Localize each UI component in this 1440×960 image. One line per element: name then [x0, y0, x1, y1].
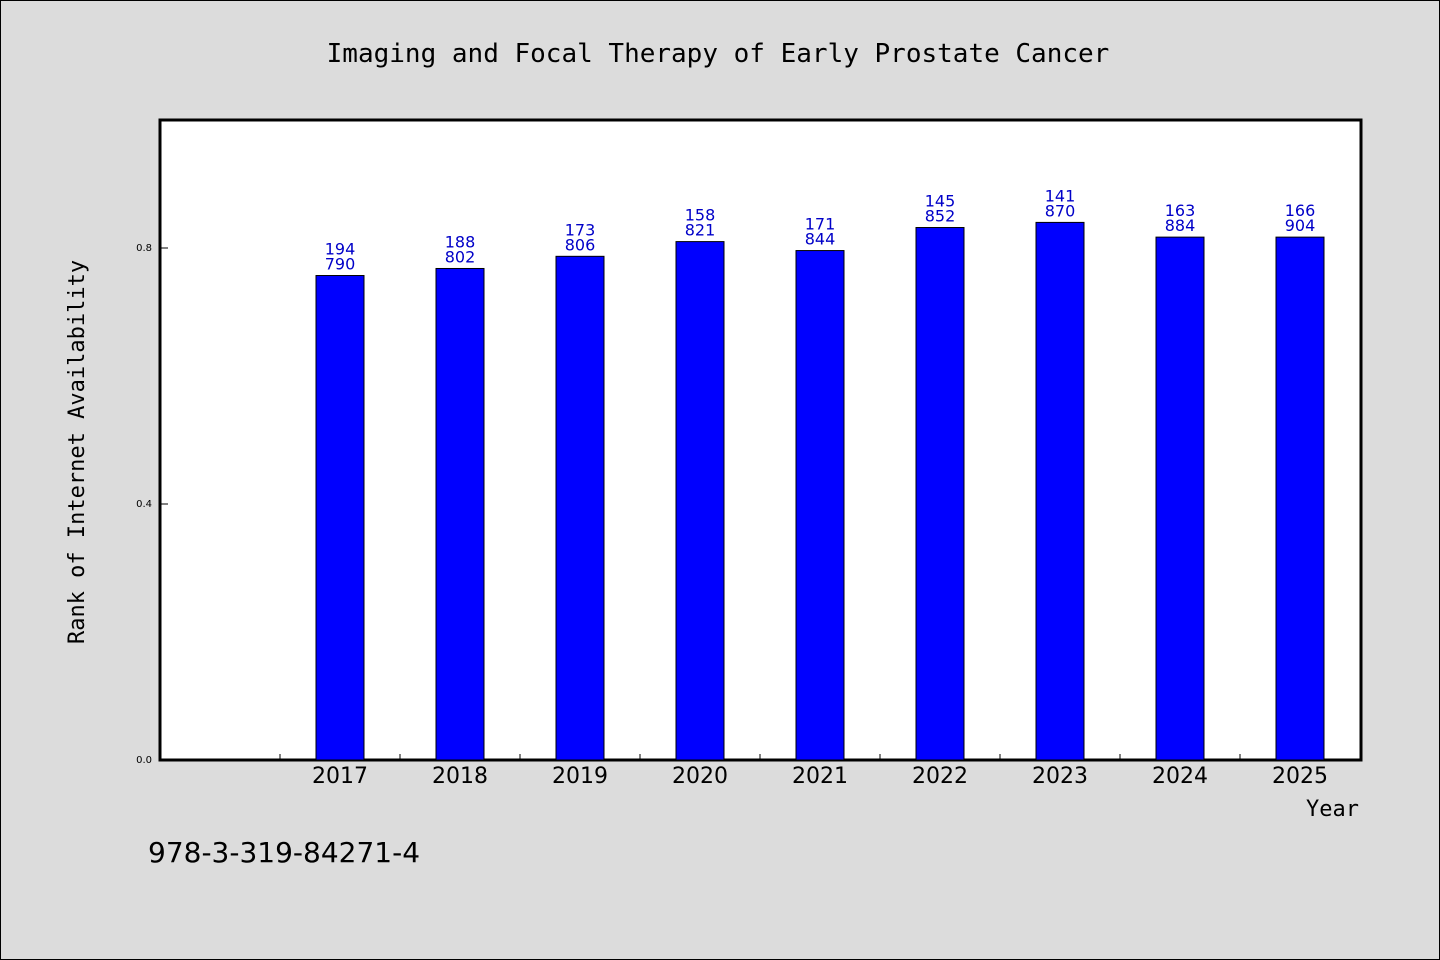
- data-label-top: 163: [1165, 201, 1196, 220]
- bar-2017: [315, 275, 365, 761]
- y-axis-ticks: 0.0 0.4 0.8: [136, 243, 168, 766]
- y-tick-label: 0.0: [136, 755, 152, 766]
- data-label-top: 188: [445, 232, 476, 251]
- data-label-bottom: 821: [685, 221, 716, 240]
- x-tick-label: 2020: [672, 764, 728, 789]
- data-label-top: 158: [685, 206, 716, 225]
- data-label-top: 171: [805, 215, 836, 234]
- bar-2025: [1275, 236, 1325, 761]
- x-tick-label: 2022: [912, 764, 968, 789]
- x-axis-ticks: 2017 2018 2019 2020 2021 2022 2023 2024 2025: [279, 754, 1328, 789]
- bar-2020: [675, 241, 725, 761]
- bar-2018: [435, 267, 485, 761]
- data-label-bottom: 802: [445, 247, 476, 266]
- data-label-bottom: 852: [925, 207, 956, 226]
- x-tick-label: 2018: [432, 764, 488, 789]
- data-label-bottom: 844: [805, 230, 836, 249]
- x-tick-label: 2025: [1272, 764, 1328, 789]
- bar-2021: [795, 250, 845, 761]
- data-label-top: 141: [1045, 186, 1076, 205]
- data-label-top: 145: [925, 192, 956, 211]
- bar-2023: [1035, 221, 1085, 761]
- data-label-bottom: 884: [1165, 216, 1196, 235]
- data-label-top: 173: [565, 220, 596, 239]
- y-tick-label: 0.8: [136, 243, 152, 254]
- y-axis-label: Rank of Internet Availability: [65, 260, 90, 644]
- x-axis-label: Year: [1306, 797, 1359, 822]
- x-tick-label: 2017: [312, 764, 368, 789]
- chart-title: Imaging and Focal Therapy of Early Prost…: [327, 39, 1110, 69]
- y-tick-label: 0.4: [136, 499, 152, 510]
- data-label-bottom: 806: [565, 235, 596, 254]
- data-label-top: 166: [1285, 201, 1316, 220]
- data-label-bottom: 870: [1045, 201, 1076, 220]
- x-tick-label: 2019: [552, 764, 608, 789]
- x-tick-label: 2024: [1152, 764, 1208, 789]
- data-label-bottom: 790: [325, 255, 356, 274]
- x-tick-label: 2023: [1032, 764, 1088, 789]
- bar-2024: [1155, 236, 1205, 761]
- bar-2019: [555, 255, 605, 761]
- x-tick-label: 2021: [792, 764, 848, 789]
- data-label-top: 194: [325, 240, 356, 259]
- bars: [315, 221, 1325, 761]
- data-label-bottom: 904: [1285, 216, 1316, 235]
- bar-2022: [915, 227, 965, 761]
- isbn-text: 978-3-319-84271-4: [148, 836, 420, 869]
